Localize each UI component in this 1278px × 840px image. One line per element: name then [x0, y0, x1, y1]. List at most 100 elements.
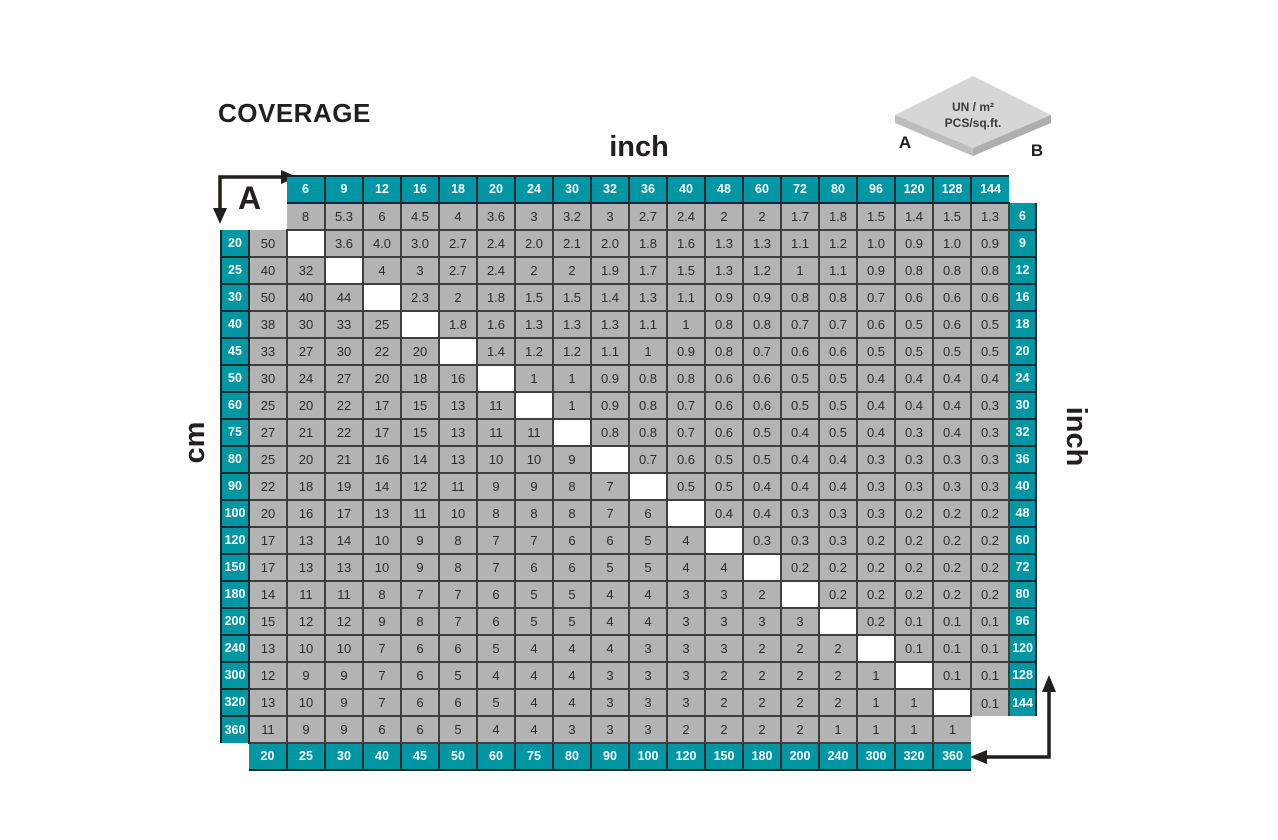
left-header-360: 360	[220, 715, 250, 744]
cell-r11-c5: 10	[438, 499, 478, 528]
cell-r13-c1: 13	[286, 553, 326, 582]
right-header-12: 12	[1008, 256, 1037, 285]
top-header-144: 144	[970, 175, 1010, 204]
cell-r15-c14: 3	[780, 607, 820, 636]
cell-r0-c5: 4	[438, 202, 478, 231]
cell-r7-c4: 15	[400, 391, 440, 420]
diagonal-blank-cell	[666, 499, 706, 528]
bottom-header-20: 20	[248, 742, 288, 771]
cell-r15-c4: 8	[400, 607, 440, 636]
cell-r16-c18: 0.1	[932, 634, 972, 663]
cell-r15-c12: 3	[704, 607, 744, 636]
right-header-96: 96	[1008, 607, 1037, 636]
cell-r7-c16: 0.4	[856, 391, 896, 420]
left-header-spacer	[221, 203, 249, 230]
left-header-45: 45	[220, 337, 250, 366]
cell-r11-c6: 8	[476, 499, 516, 528]
cell-r17-c13: 2	[742, 661, 782, 690]
right-header-48: 48	[1008, 499, 1037, 528]
cell-r8-c18: 0.4	[932, 418, 972, 447]
cell-r13-c14: 0.2	[780, 553, 820, 582]
top-right-spacer	[1009, 176, 1036, 203]
cell-r5-c0: 33	[248, 337, 288, 366]
cell-r7-c15: 0.5	[818, 391, 858, 420]
cell-r12-c0: 17	[248, 526, 288, 555]
cell-r15-c2: 12	[324, 607, 364, 636]
cell-r0-c10: 2.7	[628, 202, 668, 231]
right-header-60: 60	[1008, 526, 1037, 555]
cell-r1-c19: 0.9	[970, 229, 1010, 258]
cell-r4-c15: 0.7	[818, 310, 858, 339]
cell-r4-c19: 0.5	[970, 310, 1010, 339]
cell-r3-c7: 1.5	[514, 283, 554, 312]
cell-r17-c0: 12	[248, 661, 288, 690]
top-header-16: 16	[400, 175, 440, 204]
cell-r4-c9: 1.3	[590, 310, 630, 339]
cell-r10-c19: 0.3	[970, 472, 1010, 501]
cell-r2-c3: 4	[362, 256, 402, 285]
cell-r3-c12: 0.9	[704, 283, 744, 312]
diagonal-blank-cell	[476, 364, 516, 393]
cell-r15-c10: 4	[628, 607, 668, 636]
cell-r7-c10: 0.8	[628, 391, 668, 420]
cell-r15-c16: 0.2	[856, 607, 896, 636]
cell-r3-c4: 2.3	[400, 283, 440, 312]
left-header-90: 90	[220, 472, 250, 501]
diagonal-blank-cell	[590, 445, 630, 474]
cell-r15-c8: 5	[552, 607, 592, 636]
cell-r11-c1: 16	[286, 499, 326, 528]
cell-r8-c11: 0.7	[666, 418, 706, 447]
corner-b-spacer	[971, 743, 1009, 770]
cell-r7-c12: 0.6	[704, 391, 744, 420]
cell-r19-c7: 4	[514, 715, 554, 744]
cell-r3-c0: 50	[248, 283, 288, 312]
cell-r3-c18: 0.6	[932, 283, 972, 312]
top-header-30: 30	[552, 175, 592, 204]
cell-r14-c12: 3	[704, 580, 744, 609]
cell-r14-c6: 6	[476, 580, 516, 609]
cell-r8-c10: 0.8	[628, 418, 668, 447]
cell-r12-c18: 0.2	[932, 526, 972, 555]
cell-r17-c7: 4	[514, 661, 554, 690]
cell-r16-c9: 4	[590, 634, 630, 663]
cell-r12-c3: 10	[362, 526, 402, 555]
legend-line2: PCS/sq.ft.	[945, 116, 1002, 130]
cell-r6-c15: 0.5	[818, 364, 858, 393]
coverage-table: 6 9 12 16 18 20 24 30 32 36 40 48 60 72 80 96 120 128 144 8…	[220, 175, 1037, 771]
cell-r6-c3: 20	[362, 364, 402, 393]
cell-r11-c19: 0.2	[970, 499, 1010, 528]
cell-r6-c11: 0.8	[666, 364, 706, 393]
cell-r17-c3: 7	[362, 661, 402, 690]
cell-r5-c16: 0.5	[856, 337, 896, 366]
cell-r6-c14: 0.5	[780, 364, 820, 393]
cell-r16-c10: 3	[628, 634, 668, 663]
bottom-header-100: 100	[628, 742, 668, 771]
cell-r18-c1: 10	[286, 688, 326, 717]
cell-r6-c17: 0.4	[894, 364, 934, 393]
right-header-120: 120	[1008, 634, 1037, 663]
cell-r9-c13: 0.5	[742, 445, 782, 474]
cell-r8-c17: 0.3	[894, 418, 934, 447]
cell-r4-c13: 0.8	[742, 310, 782, 339]
cell-r3-c16: 0.7	[856, 283, 896, 312]
cell-r2-c16: 0.9	[856, 256, 896, 285]
cell-r17-c14: 2	[780, 661, 820, 690]
cell-r16-c13: 2	[742, 634, 782, 663]
cell-r9-c4: 14	[400, 445, 440, 474]
cell-r8-c0: 27	[248, 418, 288, 447]
cell-r12-c15: 0.3	[818, 526, 858, 555]
cell-r3-c15: 0.8	[818, 283, 858, 312]
cell-r2-c10: 1.7	[628, 256, 668, 285]
cell-r7-c0: 25	[248, 391, 288, 420]
cell-r17-c2: 9	[324, 661, 364, 690]
cell-r10-c17: 0.3	[894, 472, 934, 501]
cell-r15-c9: 4	[590, 607, 630, 636]
cell-r6-c19: 0.4	[970, 364, 1010, 393]
cell-r19-c15: 1	[818, 715, 858, 744]
bottom-header-90: 90	[590, 742, 630, 771]
cell-r18-c16: 1	[856, 688, 896, 717]
top-header-9: 9	[324, 175, 364, 204]
cell-r14-c10: 4	[628, 580, 668, 609]
bottom-header-320: 320	[894, 742, 934, 771]
cell-r7-c18: 0.4	[932, 391, 972, 420]
